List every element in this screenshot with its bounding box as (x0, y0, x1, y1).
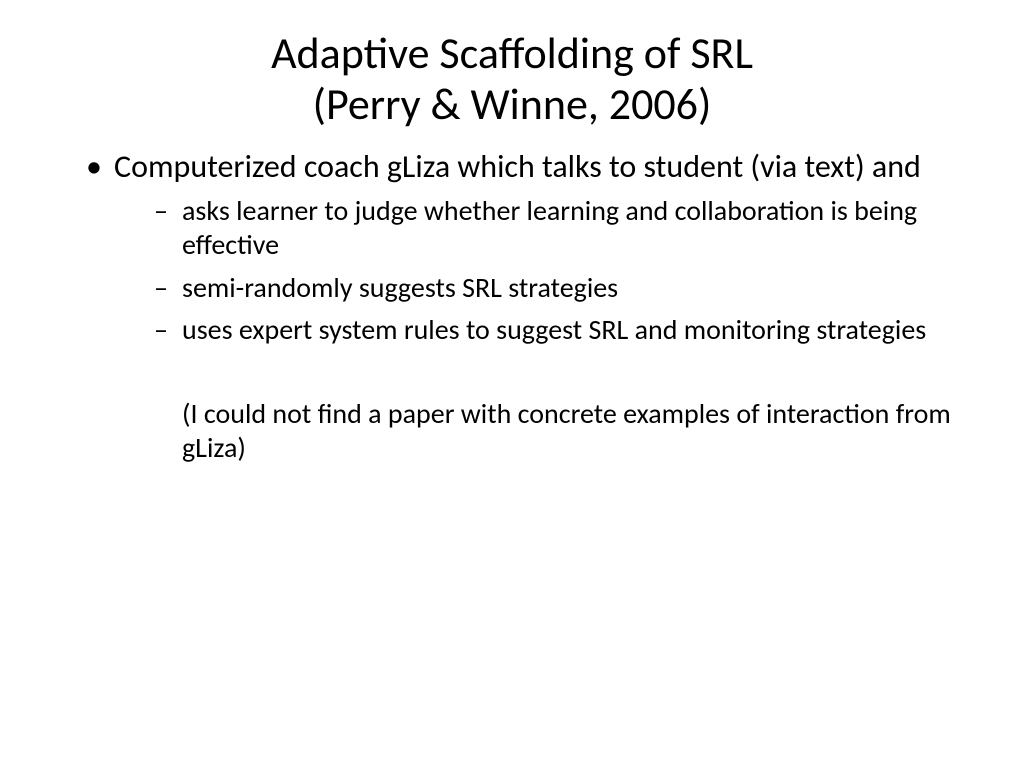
bullet-level2-item: asks learner to judge whether learning a… (154, 194, 964, 262)
bullet-level2-item: uses expert system rules to suggest SRL … (154, 313, 964, 347)
bullet-level2-text: uses expert system rules to suggest SRL … (182, 312, 926, 347)
note-text: (I could not find a paper with concrete … (182, 396, 951, 465)
slide-title-line1: Adaptive Scaffolding of SRL (60, 28, 964, 79)
note-item: (I could not find a paper with concrete … (154, 397, 964, 465)
bullet-level1-item: Computerized coach gLiza which talks to … (80, 147, 964, 465)
bullet-list-level2: asks learner to judge whether learning a… (114, 194, 964, 465)
slide: Adaptive Scaffolding of SRL (Perry & Win… (0, 0, 1024, 768)
slide-body: Computerized coach gLiza which talks to … (60, 147, 964, 465)
bullet-level2-text: semi-randomly suggests SRL strategies (182, 270, 618, 305)
bullet-level2-text: asks learner to judge whether learning a… (182, 193, 917, 262)
bullet-level1-text: Computerized coach gLiza which talks to … (114, 147, 921, 186)
bullet-list-level1: Computerized coach gLiza which talks to … (80, 147, 964, 465)
spacer-item (154, 355, 964, 389)
slide-title-line2: (Perry & Winne, 2006) (60, 79, 964, 130)
bullet-level2-item: semi-randomly suggests SRL strategies (154, 271, 964, 305)
slide-title-block: Adaptive Scaffolding of SRL (Perry & Win… (60, 28, 964, 129)
spacer (182, 355, 964, 389)
